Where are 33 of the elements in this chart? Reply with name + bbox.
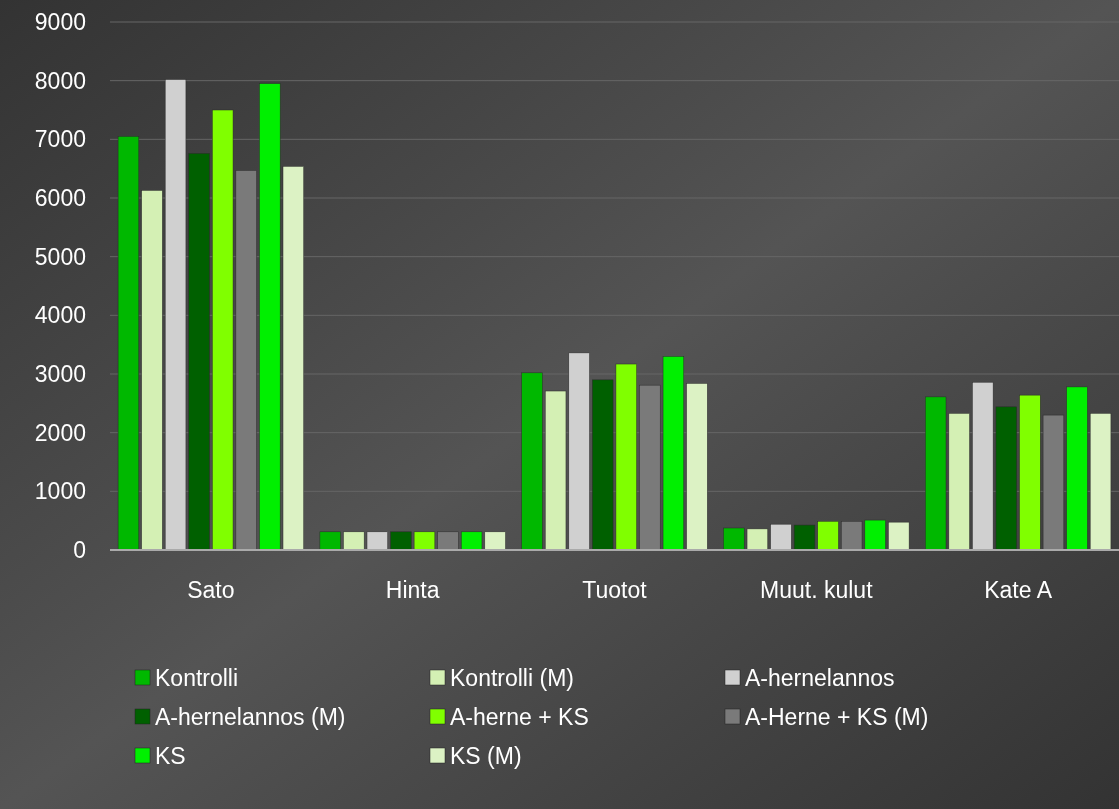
y-tick-label: 3000 bbox=[34, 361, 86, 388]
y-tick-label: 8000 bbox=[34, 67, 86, 94]
legend-label: A-Herne + KS (M) bbox=[745, 704, 929, 731]
bar bbox=[521, 372, 543, 551]
legend-label: A-hernelannos (M) bbox=[155, 704, 346, 731]
y-tick-label: 5000 bbox=[34, 243, 86, 270]
x-tick-label: Tuotot bbox=[582, 577, 648, 603]
y-tick-label: 7000 bbox=[34, 126, 86, 153]
y-tick-label: 4000 bbox=[34, 302, 86, 329]
y-tick-label: 9000 bbox=[34, 9, 86, 36]
x-tick-label: Hinta bbox=[385, 577, 440, 603]
bar bbox=[888, 521, 910, 551]
bar bbox=[319, 531, 341, 551]
legend-label: KS bbox=[155, 743, 186, 770]
legend-label: KS (M) bbox=[450, 743, 522, 770]
bar bbox=[686, 383, 708, 551]
x-tick-label: Muut. kulut bbox=[760, 577, 874, 603]
legend-label: Kontrolli (M) bbox=[450, 665, 574, 692]
y-tick-label: 2000 bbox=[34, 419, 86, 446]
x-tick-label: Sato bbox=[187, 577, 235, 603]
bar bbox=[1066, 386, 1088, 551]
bar bbox=[770, 523, 792, 551]
x-tick-label: Kate A bbox=[984, 577, 1053, 603]
bar bbox=[141, 190, 163, 551]
y-tick-label: 1000 bbox=[34, 478, 86, 505]
bar bbox=[1089, 413, 1112, 551]
bar bbox=[437, 531, 459, 551]
legend-label: A-hernelannos bbox=[745, 665, 895, 692]
y-tick-label: 6000 bbox=[34, 185, 86, 212]
bar bbox=[117, 136, 140, 551]
legend-label: A-herne + KS bbox=[450, 704, 589, 731]
legend-label: Kontrolli bbox=[155, 665, 239, 692]
y-tick-label: 0 bbox=[73, 537, 86, 564]
